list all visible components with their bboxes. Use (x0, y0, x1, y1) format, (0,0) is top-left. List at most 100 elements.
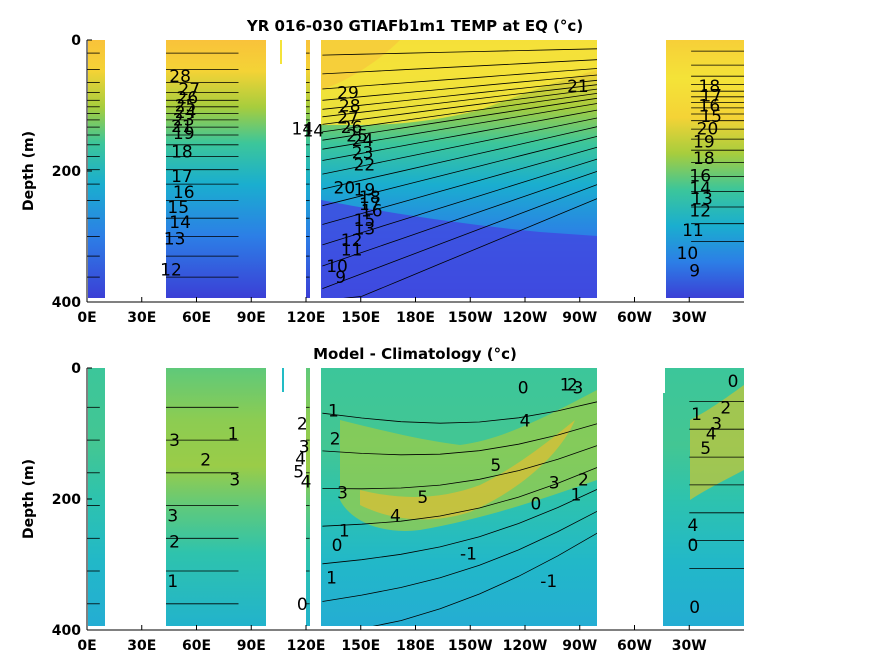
x-tick-label: 180E (396, 638, 435, 654)
contour-label: -1 (460, 544, 477, 564)
contour-label: 1 (328, 402, 339, 422)
contour-label: 1 (691, 405, 702, 425)
ocean-segment-indonesia (306, 368, 310, 626)
contour-label: 17 (700, 87, 722, 107)
contour-line (322, 169, 637, 289)
contour-line (322, 117, 637, 190)
x-tick-label: 60W (617, 310, 652, 326)
contour-line (322, 65, 637, 90)
contour-label: 3 (711, 415, 722, 435)
y-tick-label: 200 (52, 164, 81, 180)
contour-label: 18 (699, 77, 721, 97)
difference-field (87, 368, 744, 630)
contour-label: 0 (689, 598, 700, 618)
contour-label: 15 (354, 211, 376, 231)
x-tick-label: 30W (672, 638, 707, 654)
bottom-y-ticks: 0 200 400 (52, 361, 92, 639)
x-tick-label: 30E (127, 638, 156, 654)
contour-label: 25 (346, 127, 368, 147)
contour-line (322, 410, 637, 456)
contour-label: 14 (689, 179, 711, 199)
contour-line (322, 126, 637, 207)
contour-line (322, 102, 637, 161)
contour-label: 14 (292, 119, 314, 139)
temperature-contour-labels: 2928272625242322212019181716151312111091… (160, 67, 722, 288)
land-maritime-continent (266, 40, 306, 302)
contour-label: 15 (700, 107, 722, 127)
ocean-segment-indonesia (306, 40, 310, 298)
contour-label: 19 (354, 180, 376, 200)
contour-label: 17 (359, 195, 381, 215)
atlantic-warm-anomaly (690, 385, 744, 500)
contour-label: 22 (354, 155, 376, 175)
contour-label: 0 (687, 536, 698, 556)
contour-label: 2 (169, 533, 180, 553)
contour-label: 2 (578, 470, 589, 490)
contour-label: 4 (301, 472, 312, 492)
ocean-segment-atlantic (666, 40, 744, 298)
contour-label: 28 (339, 97, 361, 117)
land-africa (105, 368, 166, 630)
temperature-field (87, 40, 744, 302)
x-tick-label: 120E (287, 638, 326, 654)
contour-label: 14 (169, 213, 191, 233)
island-sliver (282, 368, 284, 392)
contour-label: 3 (549, 474, 560, 494)
coast-notch (663, 368, 665, 393)
contour-label: 3 (299, 438, 310, 458)
contour-line (322, 391, 637, 424)
contour-label: 1 (326, 569, 337, 589)
x-tick-label: 150E (341, 638, 380, 654)
contour-label: 2 (720, 398, 731, 418)
contour-label: 19 (173, 124, 195, 144)
contour-label: 12 (341, 231, 363, 251)
contour-label: 1 (571, 485, 582, 505)
contour-line (322, 135, 637, 225)
contour-label: 25 (175, 97, 197, 117)
contour-label: 17 (171, 167, 193, 187)
contour-line (322, 181, 637, 302)
bottom-y-axis-label: Depth (m) (21, 459, 37, 539)
contour-label: 20 (697, 119, 719, 139)
contour-label: 2 (330, 430, 341, 450)
ocean-segment-atlantic-east (88, 40, 105, 298)
x-tick-label: 90E (237, 638, 266, 654)
contour-line (322, 87, 637, 133)
contour-label: 0 (297, 595, 308, 615)
contour-label: 18 (693, 149, 715, 169)
contour-label: 16 (173, 183, 195, 203)
contour-label: 12 (689, 201, 711, 221)
contour-label: 12 (160, 260, 182, 280)
warm-pool-core (321, 40, 400, 90)
x-tick-label: 120W (503, 310, 548, 326)
contour-label: 0 (531, 495, 542, 515)
contour-label: 1 (560, 375, 571, 395)
y-tick-label: 0 (71, 361, 81, 377)
x-tick-label: 150W (448, 310, 493, 326)
warm-anomaly-core (360, 420, 575, 520)
contour-label: 4 (706, 425, 717, 445)
contour-label: 24 (175, 103, 197, 123)
contour-label: 3 (573, 379, 584, 399)
contour-label: 4 (687, 516, 698, 536)
contour-label: 1 (339, 521, 350, 541)
contour-label: 26 (177, 89, 199, 109)
x-tick-label: 90E (237, 310, 266, 326)
contour-line (322, 91, 637, 141)
contour-label: 9 (689, 262, 700, 282)
contour-label: 10 (326, 257, 348, 277)
x-tick-label: 60W (617, 638, 652, 654)
land-gap (310, 368, 321, 630)
contour-label: 5 (700, 439, 711, 459)
land-maritime-continent (266, 368, 306, 630)
contour-line (322, 489, 637, 602)
temperature-contours (87, 47, 744, 302)
land-gap (310, 40, 321, 302)
contour-line (322, 157, 637, 267)
contour-label: 2 (200, 451, 211, 471)
top-x-ticks: 0E 30E 60E 90E 120E 150E 180E 150W 120W 90W 60W 30W (77, 297, 707, 326)
contour-label: 14 (302, 121, 324, 141)
contour-label: 0 (518, 379, 529, 399)
contour-label: 11 (682, 221, 704, 241)
